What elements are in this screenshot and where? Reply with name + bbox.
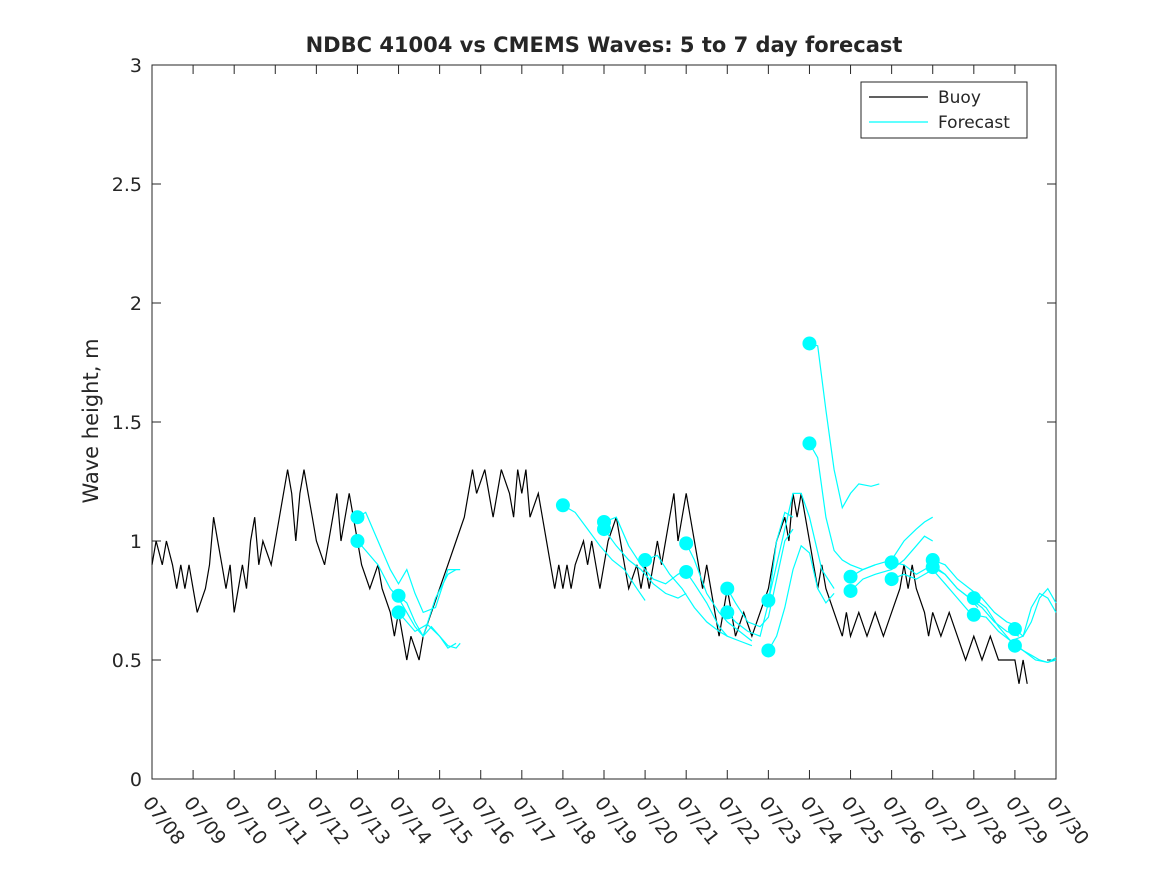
forecast-start-marker xyxy=(925,560,940,575)
legend-box xyxy=(860,81,1028,139)
forecast-start-marker xyxy=(679,564,694,579)
forecast-line xyxy=(767,544,835,651)
buoy-line xyxy=(151,469,1028,684)
forecast-line xyxy=(603,516,687,585)
legend-buoy-label: Buoy xyxy=(938,88,981,108)
forecast-start-marker xyxy=(720,605,735,620)
forecast-start-marker xyxy=(350,534,365,548)
y-tick-label: 1 xyxy=(130,531,142,553)
forecast-start-marker xyxy=(802,336,817,351)
forecast-start-marker xyxy=(802,436,817,451)
forecast-start-marker xyxy=(391,605,406,620)
forecast-line xyxy=(644,554,728,637)
forecast-start-marker xyxy=(679,536,694,551)
forecast-line xyxy=(726,511,794,638)
forecast-line xyxy=(808,443,876,571)
y-tick-label: 2.5 xyxy=(112,174,142,196)
forecast-line xyxy=(685,543,753,642)
forecast-start-marker xyxy=(884,555,899,570)
y-tick-label: 0.5 xyxy=(112,650,142,672)
forecast-line xyxy=(1014,645,1057,664)
y-tick-label: 2 xyxy=(130,293,142,315)
forecast-start-marker xyxy=(350,510,365,525)
forecast-start-marker xyxy=(555,498,570,513)
forecast-start-marker xyxy=(720,581,735,596)
forecast-start-marker xyxy=(1007,622,1022,637)
forecast-start-marker xyxy=(761,643,776,658)
forecast-start-marker xyxy=(843,569,858,584)
legend: Buoy Forecast xyxy=(860,81,1028,139)
forecast-line xyxy=(357,540,461,649)
y-tick-label: 0 xyxy=(130,769,142,791)
forecast-start-marker xyxy=(638,553,653,568)
forecast-start-marker xyxy=(966,591,981,606)
y-axis-label: Wave height, m xyxy=(79,338,103,503)
forecast-line xyxy=(603,528,687,599)
y-tick-label: 1.5 xyxy=(112,412,142,434)
forecast-line xyxy=(891,568,979,618)
forecast-start-marker xyxy=(843,583,858,598)
forecast-line xyxy=(357,511,461,614)
forecast-line xyxy=(562,504,646,601)
forecast-start-marker xyxy=(597,522,611,537)
forecast-start-marker xyxy=(966,607,981,622)
forecast-line xyxy=(850,516,934,578)
forecast-line xyxy=(1014,587,1057,638)
forecast-line xyxy=(398,569,457,638)
forecast-line xyxy=(685,571,753,647)
chart-title: NDBC 41004 vs CMEMS Waves: 5 to 7 day fo… xyxy=(306,33,903,57)
forecast-start-marker xyxy=(761,593,776,608)
forecast-start-marker xyxy=(391,588,406,603)
forecast-line xyxy=(809,342,880,510)
forecast-line xyxy=(767,492,835,601)
y-tick-label: 3 xyxy=(130,55,142,77)
legend-forecast-label: Forecast xyxy=(938,113,1010,133)
forecast-line xyxy=(398,612,457,649)
forecast-start-marker xyxy=(1007,638,1022,653)
forecast-start-marker xyxy=(884,572,899,587)
